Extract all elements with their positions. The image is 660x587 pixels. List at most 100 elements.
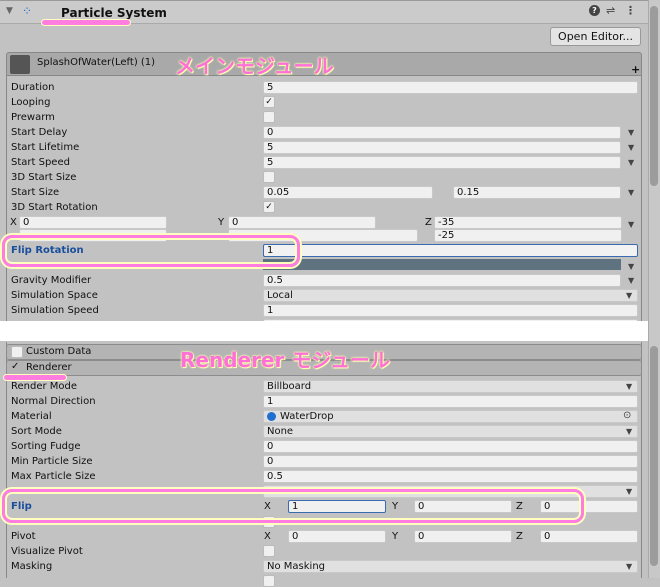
pivot-label: Pivot [11, 531, 36, 542]
flip-rotation-field[interactable]: 1 [263, 244, 638, 257]
prewarm-checkbox[interactable] [263, 111, 275, 123]
rotation-y-field[interactable]: 0 [228, 216, 376, 229]
renderer-module-header[interactable]: ✓ Renderer [6, 360, 642, 376]
renderer-module-annotation: Renderer モジュール [180, 348, 390, 372]
simulation-space-dropdown[interactable]: Local [263, 289, 638, 302]
flip-highlight-annotation [2, 489, 584, 523]
flip-x-label: X [264, 501, 271, 512]
component-title: Particle System [61, 6, 167, 20]
start-size-max-field[interactable]: 0.15 [453, 186, 621, 199]
main-module-header[interactable]: SplashOfWater(Left) (1) + [6, 52, 642, 76]
main-module-annotation: メインモジュール [175, 54, 334, 78]
particle-system-icon: ⁘ [22, 4, 33, 18]
sorting-fudge-field[interactable]: 0 [263, 440, 638, 453]
render-mode-dropdown-arrow-icon[interactable]: ▼ [626, 382, 633, 391]
object-picker-icon[interactable]: ⊙ [623, 410, 632, 421]
simulation-speed-field[interactable]: 1 [263, 304, 638, 317]
simulation-space-label: Simulation Space [11, 290, 98, 301]
rotation-z-max-field[interactable]: -25 [434, 229, 622, 242]
visualize-pivot-checkbox[interactable] [263, 545, 275, 557]
sort-mode-dropdown[interactable]: None [263, 425, 638, 438]
scrollbar-thumb-lower[interactable] [650, 346, 658, 566]
start-lifetime-field[interactable]: 5 [263, 141, 621, 154]
simulation-speed-label: Simulation Speed [11, 305, 99, 316]
3d-start-size-label: 3D Start Size [11, 172, 77, 183]
presets-icon[interactable]: ⇌ [606, 4, 616, 17]
min-particle-size-field[interactable]: 0 [263, 455, 638, 468]
help-icon[interactable]: ? [589, 5, 600, 16]
title-underline-annotation [42, 20, 130, 25]
start-speed-curve-dropdown-arrow-icon[interactable]: ▼ [628, 158, 635, 167]
masking-dropdown[interactable]: No Masking [263, 560, 638, 573]
partial-dropdown-arrow-icon[interactable]: ▼ [626, 487, 633, 496]
gravity-source-dropdown-arrow-icon[interactable]: ▼ [628, 262, 635, 271]
start-lifetime-curve-dropdown-arrow-icon[interactable]: ▼ [628, 143, 635, 152]
foldout-arrow-icon[interactable]: ▼ [6, 6, 13, 16]
renderer-checkbox[interactable]: ✓ [11, 361, 20, 372]
prewarm-label: Prewarm [11, 112, 55, 123]
main-module-panel [6, 76, 642, 322]
sort-mode-dropdown-arrow-icon[interactable]: ▼ [626, 427, 633, 436]
more-menu-icon[interactable]: ⋮ [625, 4, 636, 17]
start-size-min-field[interactable]: 0.05 [263, 186, 433, 199]
rotation-x-field[interactable]: 0 [19, 216, 167, 229]
flip-x-field[interactable]: 1 [288, 500, 386, 513]
module-thumbnail-icon [10, 55, 30, 74]
partial-checkbox-bottom[interactable] [263, 575, 275, 587]
start-delay-curve-dropdown-arrow-icon[interactable]: ▼ [628, 128, 635, 137]
flip-rotation-label: Flip Rotation [11, 245, 84, 256]
flip-z-field[interactable]: 0 [540, 500, 638, 513]
start-delay-field[interactable]: 0 [263, 126, 621, 139]
pivot-x-field[interactable]: 0 [288, 530, 386, 543]
rotation-y-label: Y [218, 217, 225, 228]
normal-direction-label: Normal Direction [11, 396, 96, 407]
scrollbar-thumb[interactable] [650, 6, 658, 186]
3d-start-rotation-checkbox[interactable]: ✓ [263, 201, 275, 213]
start-speed-label: Start Speed [11, 157, 70, 168]
add-icon[interactable]: + [631, 63, 641, 76]
rotation-z-field[interactable]: -35 [434, 216, 622, 229]
start-speed-field[interactable]: 5 [263, 156, 621, 169]
sorting-fudge-label: Sorting Fudge [11, 441, 81, 452]
gravity-modifier-curve-dropdown-arrow-icon[interactable]: ▼ [628, 276, 635, 285]
material-label: Material [11, 411, 52, 422]
masking-dropdown-arrow-icon[interactable]: ▼ [626, 562, 633, 571]
pivot-x-label: X [264, 531, 271, 542]
normal-direction-field[interactable]: 1 [263, 395, 638, 408]
max-particle-size-label: Max Particle Size [11, 471, 96, 482]
render-mode-dropdown[interactable]: Billboard [263, 380, 638, 393]
custom-data-module-header[interactable]: Custom Data [6, 344, 642, 360]
pivot-y-field[interactable]: 0 [414, 530, 512, 543]
renderer-label: Renderer [26, 362, 72, 373]
renderer-underline-annotation [4, 375, 66, 380]
rotation-curve-dropdown-arrow-icon[interactable]: ▼ [628, 220, 635, 229]
custom-data-checkbox[interactable] [11, 346, 23, 358]
flip-y-label: Y [392, 501, 399, 512]
sort-mode-label: Sort Mode [11, 426, 62, 437]
open-editor-button[interactable]: Open Editor... [550, 27, 641, 46]
looping-checkbox[interactable]: ✓ [263, 96, 275, 108]
flip-y-field[interactable]: 0 [414, 500, 512, 513]
duration-field[interactable]: 5 [263, 81, 638, 94]
start-delay-label: Start Delay [11, 127, 68, 138]
material-field[interactable]: WaterDrop [263, 410, 638, 423]
renderer-module-panel [6, 342, 642, 578]
gravity-source-dropdown[interactable] [263, 259, 621, 270]
module-name: SplashOfWater(Left) (1) [37, 57, 156, 68]
gravity-modifier-label: Gravity Modifier [11, 275, 92, 286]
flip-rotation-highlight-annotation [2, 235, 300, 267]
rotation-z-label: Z [425, 217, 432, 228]
material-sphere-icon [267, 412, 276, 421]
flip-z-label: Z [516, 501, 523, 512]
custom-data-label: Custom Data [26, 346, 92, 357]
simulation-space-dropdown-arrow-icon[interactable]: ▼ [626, 291, 633, 300]
start-size-curve-dropdown-arrow-icon[interactable]: ▼ [628, 188, 635, 197]
duration-label: Duration [11, 82, 55, 93]
3d-start-size-checkbox[interactable] [263, 171, 275, 183]
rotation-x-label: X [10, 217, 17, 228]
gravity-modifier-field[interactable]: 0.5 [263, 274, 621, 287]
flip-label: Flip [11, 501, 32, 512]
3d-start-rotation-label: 3D Start Rotation [11, 202, 98, 213]
max-particle-size-field[interactable]: 0.5 [263, 470, 638, 483]
pivot-z-field[interactable]: 0 [540, 530, 638, 543]
